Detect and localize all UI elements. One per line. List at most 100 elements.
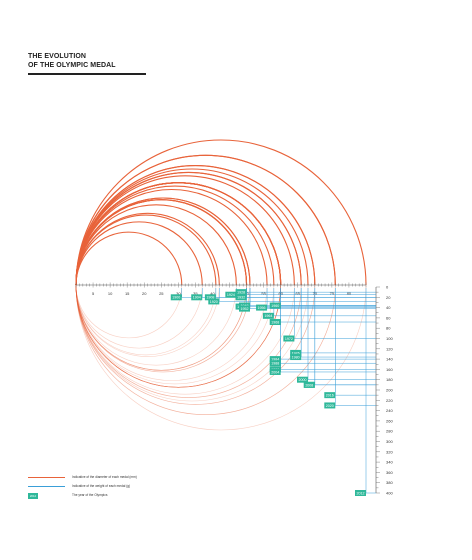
year-text-2020: 2020: [326, 404, 334, 408]
diameter-arc-2016: [75, 154, 336, 286]
year-label-1908: 1908: [204, 294, 216, 301]
diameter-arc-1924: [75, 204, 237, 286]
diameter-arc-2012: [75, 139, 367, 286]
diameter-tick-label: 60: [278, 291, 283, 296]
diameter-arc-lower-1992: [75, 284, 316, 405]
diameter-arc-2000: [75, 168, 309, 286]
year-text-1988: 1988: [271, 362, 279, 366]
year-text-1904: 1904: [193, 296, 201, 300]
diameter-tick-label: 25: [159, 291, 164, 296]
year-text-1920: 1920: [210, 300, 218, 304]
title-line-2: OF THE OLYMPIC MEDAL: [28, 61, 116, 69]
year-box-1988: [269, 360, 281, 367]
year-label-1964: 1964: [262, 312, 274, 319]
weight-tick-label: 140: [386, 357, 393, 362]
year-label-1988: 1988: [269, 360, 281, 367]
year-box-1904: [191, 294, 203, 301]
diameter-tick-label: 55: [261, 291, 266, 296]
year-text-2012: 2012: [357, 491, 365, 495]
year-text-2008: 2008: [305, 383, 313, 387]
diameter-arc-lower-1996: [75, 284, 282, 388]
diameter-arcs-lower: [75, 284, 367, 431]
year-text-1968: 1968: [271, 320, 279, 324]
year-label-1904: 1904: [191, 294, 203, 301]
weight-tick-label: 80: [386, 326, 391, 331]
diameter-tick-label: 20: [142, 291, 147, 296]
year-label-1960: 1960: [269, 302, 281, 309]
legend-diameter-swatch: [28, 477, 65, 478]
weight-tick-label: 0: [386, 285, 389, 290]
year-label-1928: 1928: [235, 289, 247, 296]
diameter-arc-lower-1900: [75, 284, 183, 339]
year-box-1948: [239, 302, 250, 309]
diameter-arc-lower-1972: [75, 284, 295, 395]
diameter-ruler: 5101520253035404550556065707580: [75, 282, 367, 296]
year-box-1924: [225, 291, 237, 298]
weight-tick-label: 40: [386, 305, 391, 310]
year-text-1908: 1908: [206, 296, 214, 300]
diameter-arc-2004: [75, 182, 282, 286]
year-box-2016: [324, 392, 336, 399]
year-label-2000: 2000: [297, 376, 308, 383]
diameter-tick-label: 70: [313, 291, 318, 296]
diameter-arc-lower-1968: [75, 284, 282, 388]
year-label-1972: 1972: [283, 335, 295, 342]
diameter-arc-lower-1956: [75, 284, 268, 381]
weight-tick-label: 220: [386, 398, 393, 403]
diameter-arc-lower-1928: [75, 284, 247, 371]
year-label-2016: 2016: [324, 392, 336, 399]
year-label-2008: 2008: [303, 381, 315, 388]
diameter-arc-1956: [75, 189, 268, 286]
diameter-tick-label: 50: [244, 291, 249, 296]
weight-tick-label: 280: [386, 429, 393, 434]
diameter-arc-2020: [75, 154, 336, 286]
year-text-2004: 2004: [271, 370, 279, 374]
year-text-2000: 2000: [299, 378, 307, 382]
diameter-tick-label: 75: [330, 291, 335, 296]
year-label-1952: 1952: [239, 305, 250, 312]
diameter-arc-1968: [75, 182, 282, 286]
diameter-arc-1984: [75, 182, 282, 286]
title-underline: [28, 73, 146, 75]
weight-tick-label: 340: [386, 460, 393, 465]
weight-tick-label: 380: [386, 480, 393, 485]
weight-tick-label: 360: [386, 470, 393, 475]
year-text-1984: 1984: [271, 358, 279, 362]
year-label-1924: 1924: [225, 291, 237, 298]
year-box-1964: [262, 312, 274, 319]
weight-tick-label: 300: [386, 439, 393, 444]
year-text-1972: 1972: [285, 337, 293, 341]
year-text-1976: 1976: [292, 351, 300, 355]
diameter-arc-lower-2012: [75, 284, 367, 431]
year-box-2004: [269, 368, 281, 375]
year-label-1976: 1976: [290, 349, 302, 356]
diameter-tick-label: 30: [176, 291, 181, 296]
year-labels: 1900190419081920192419281932193619481952…: [170, 289, 366, 496]
title-line-1: THE EVOLUTION: [28, 53, 87, 60]
weight-tick-label: 320: [386, 449, 393, 454]
diameter-arc-lower-2016: [75, 284, 336, 415]
weight-axis: 0 20 40 60 80 100 120 140 160 180 200 220 240 260 280 3…: [375, 285, 393, 496]
weight-tick-label: 180: [386, 377, 393, 382]
diameter-arc-lower-1948: [75, 284, 251, 373]
year-box-2012: [355, 490, 366, 496]
weight-tick-label: 160: [386, 367, 393, 372]
year-box-1972: [283, 335, 295, 342]
diameter-arc-lower-1984: [75, 284, 282, 388]
year-text-1928: 1928: [237, 291, 245, 295]
diameter-arcs-upper: [75, 139, 367, 286]
legend-weight-swatch: [28, 486, 65, 487]
page-title: THE EVOLUTION OF THE OLYMPIC MEDAL: [28, 53, 116, 70]
diameter-arc-lower-1960: [75, 284, 282, 388]
year-box-1960: [269, 302, 281, 309]
year-label-1956: 1956: [256, 304, 268, 311]
year-box-1952: [239, 305, 250, 312]
year-label-1984: 1984: [269, 356, 281, 363]
year-box-1968: [269, 319, 281, 326]
year-text-1956: 1956: [258, 306, 266, 310]
diameter-arc-lower-2020: [75, 284, 336, 415]
legend-year-swatch: 2012: [28, 492, 38, 499]
year-text-1924: 1924: [227, 293, 235, 297]
year-text-1900: 1900: [172, 296, 180, 300]
